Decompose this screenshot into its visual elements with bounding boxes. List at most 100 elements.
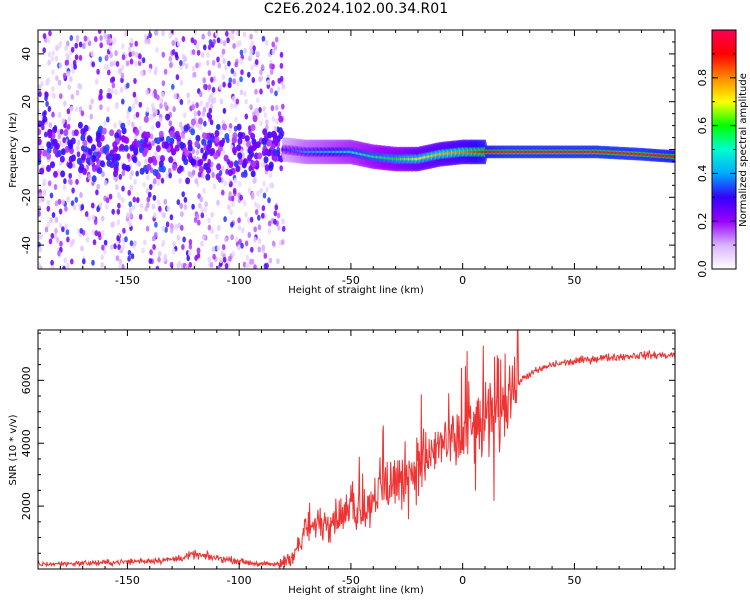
- noise-blob: [42, 178, 47, 185]
- noise-blob: [47, 131, 53, 139]
- noise-blob: [183, 56, 187, 62]
- noise-blob: [157, 256, 161, 263]
- noise-blob: [100, 254, 104, 261]
- noise-blob: [38, 210, 41, 217]
- noise-blob: [128, 220, 132, 227]
- noise-blob: [233, 177, 238, 184]
- noise-blob: [171, 49, 176, 55]
- noise-blob: [135, 170, 139, 177]
- noise-blob: [227, 60, 231, 67]
- noise-blob: [197, 110, 201, 117]
- noise-blob: [193, 110, 198, 117]
- noise-blob: [269, 68, 274, 75]
- noise-blob: [253, 201, 258, 208]
- noise-blob: [242, 140, 247, 146]
- noise-blob: [54, 227, 58, 234]
- noise-blob: [97, 167, 103, 174]
- noise-blob: [182, 236, 186, 243]
- noise-blob: [250, 132, 256, 140]
- noise-blob: [66, 70, 71, 77]
- noise-blob: [171, 148, 177, 156]
- y-tick-label: -40: [20, 236, 33, 254]
- noise-blob: [249, 104, 253, 111]
- noise-blob: [180, 132, 185, 139]
- noise-blob: [61, 226, 65, 233]
- noise-blob: [95, 189, 99, 196]
- noise-blob: [228, 77, 233, 84]
- noise-blob: [244, 113, 249, 120]
- noise-blob: [261, 137, 267, 145]
- noise-blob: [247, 71, 251, 78]
- noise-blob: [94, 36, 98, 43]
- noise-blob: [87, 215, 91, 222]
- noise-blob: [52, 126, 58, 134]
- noise-blob: [277, 111, 282, 118]
- noise-blob: [60, 170, 66, 178]
- noise-blob: [151, 106, 156, 113]
- noise-blob: [269, 87, 274, 94]
- noise-blob: [110, 244, 114, 251]
- noise-blob: [71, 187, 75, 194]
- noise-blob: [198, 165, 204, 173]
- noise-blob: [146, 174, 150, 181]
- colorbar-tick-label: 0.4: [696, 165, 709, 183]
- noise-blob: [190, 118, 196, 126]
- noise-blob: [211, 86, 216, 93]
- noise-blob: [128, 174, 133, 181]
- noise-blob: [262, 180, 266, 187]
- noise-blob: [74, 106, 79, 113]
- noise-blob: [146, 143, 152, 151]
- x-tick-label: 50: [567, 274, 581, 287]
- noise-blob: [55, 75, 59, 82]
- noise-blob: [135, 111, 140, 118]
- noise-blob: [186, 92, 190, 99]
- page-title: C2E6.2024.102.00.34.R01: [263, 1, 449, 17]
- noise-blob: [116, 208, 121, 215]
- noise-blob: [115, 255, 120, 262]
- noise-blob: [54, 216, 59, 223]
- noise-blob: [186, 255, 190, 262]
- noise-blob: [106, 92, 110, 99]
- noise-blob: [96, 183, 100, 190]
- noise-blob: [216, 37, 221, 44]
- noise-blob: [257, 224, 262, 231]
- noise-blob: [171, 40, 176, 47]
- noise-blob: [70, 137, 76, 145]
- noise-blob: [259, 88, 263, 95]
- noise-blob: [120, 77, 124, 84]
- noise-blob: [236, 123, 242, 131]
- noise-blob: [91, 214, 96, 221]
- noise-blob: [152, 158, 158, 166]
- noise-blob: [78, 54, 83, 61]
- noise-blob: [159, 97, 164, 104]
- noise-blob: [93, 219, 98, 225]
- noise-blob: [184, 149, 190, 157]
- noise-blob: [68, 142, 74, 150]
- noise-blob: [147, 156, 153, 164]
- noise-blob: [218, 83, 222, 90]
- noise-blob: [268, 164, 274, 172]
- noise-blob: [259, 187, 263, 194]
- noise-blob: [239, 194, 243, 201]
- noise-blob: [236, 144, 242, 152]
- noise-blob: [114, 89, 118, 95]
- noise-blob: [195, 43, 200, 50]
- noise-blob: [267, 197, 271, 204]
- noise-blob: [148, 184, 153, 190]
- noise-blob: [64, 145, 70, 153]
- noise-blob: [59, 155, 65, 163]
- colorbar-tick-label: 0.0: [696, 260, 709, 278]
- noise-blob: [141, 57, 146, 64]
- noise-blob: [51, 138, 57, 146]
- noise-blob: [168, 32, 173, 39]
- noise-blob: [254, 209, 259, 215]
- noise-blob: [277, 77, 282, 84]
- noise-blob: [91, 259, 95, 266]
- noise-blob: [149, 113, 154, 120]
- noise-blob: [217, 62, 221, 69]
- noise-blob: [131, 50, 135, 57]
- noise-blob: [205, 162, 211, 170]
- x-tick-label: -150: [115, 274, 140, 287]
- noise-blob: [78, 173, 82, 179]
- noise-blob: [239, 76, 243, 83]
